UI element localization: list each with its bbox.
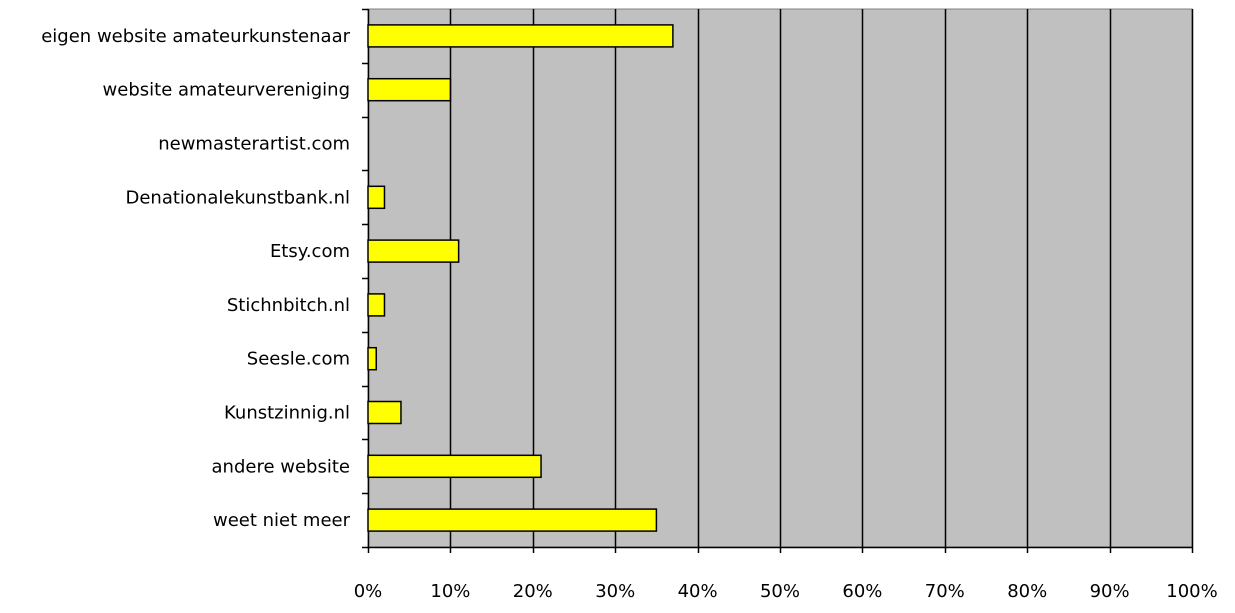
y-tick-label: weet niet meer bbox=[213, 510, 351, 531]
bar bbox=[367, 400, 402, 425]
x-tick-label: 70% bbox=[925, 581, 965, 602]
bar bbox=[367, 77, 452, 102]
y-tick-label: andere website bbox=[212, 456, 350, 477]
x-tick-label: 100% bbox=[1166, 581, 1217, 602]
x-tick-label: 40% bbox=[678, 581, 718, 602]
y-tick-label: Etsy.com bbox=[270, 241, 350, 262]
y-tick-label: newmasterartist.com bbox=[158, 134, 350, 155]
y-tick-label: Stichnbitch.nl bbox=[227, 295, 350, 316]
x-tick-label: 50% bbox=[760, 581, 800, 602]
bar bbox=[367, 293, 386, 317]
x-tick-label: 30% bbox=[595, 581, 635, 602]
y-tick-label: eigen website amateurkunstenaar bbox=[41, 26, 350, 47]
x-tick-label: 60% bbox=[842, 581, 882, 602]
bar bbox=[367, 24, 674, 48]
x-tick-label: 10% bbox=[430, 581, 470, 602]
x-tick-label: 90% bbox=[1090, 581, 1130, 602]
x-tick-label: 20% bbox=[513, 581, 553, 602]
y-tick-label: website amateurvereniging bbox=[103, 80, 350, 101]
y-tick-label: Denationalekunstbank.nl bbox=[126, 187, 351, 208]
bar bbox=[367, 239, 460, 263]
bar bbox=[367, 346, 377, 371]
bar bbox=[367, 454, 542, 479]
x-tick-label: 0% bbox=[354, 581, 383, 602]
bar bbox=[367, 185, 386, 210]
y-tick-label: Seesle.com bbox=[247, 349, 350, 370]
x-tick-label: 80% bbox=[1007, 581, 1047, 602]
bar bbox=[367, 508, 658, 532]
y-tick-label: Kunstzinnig.nl bbox=[224, 403, 350, 424]
